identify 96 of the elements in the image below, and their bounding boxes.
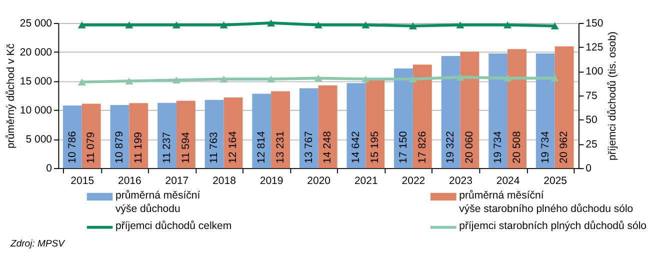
y2-tick-label: 150 xyxy=(586,17,604,30)
point xyxy=(267,20,276,26)
bar xyxy=(129,103,148,168)
point xyxy=(267,76,276,83)
point xyxy=(78,78,86,86)
bar xyxy=(412,64,432,168)
bar xyxy=(224,97,243,168)
bar xyxy=(176,100,196,168)
point xyxy=(408,76,417,83)
data-label: 17 826 xyxy=(416,131,428,164)
bar xyxy=(366,80,385,168)
bar xyxy=(346,83,366,168)
point xyxy=(456,21,464,28)
data-label: 20 060 xyxy=(464,131,476,164)
bar xyxy=(204,100,224,168)
point xyxy=(125,78,134,84)
y-tick-label: 10 000 xyxy=(20,104,52,116)
point xyxy=(456,74,464,81)
x-tick-label: 2022 xyxy=(402,174,426,187)
data-label: 12 164 xyxy=(227,131,240,164)
y2-tick-label: 50 xyxy=(586,114,598,126)
y-tick-label: 5 000 xyxy=(26,133,52,146)
bar xyxy=(252,94,272,168)
data-label: 11 763 xyxy=(208,132,220,164)
point xyxy=(550,74,559,82)
point xyxy=(78,21,86,28)
x-tick-label: 2015 xyxy=(70,174,94,187)
data-label: 20 962 xyxy=(558,131,570,164)
y-axis-title: průměrný důchod v Kč xyxy=(5,43,18,149)
bar xyxy=(460,52,480,168)
bar xyxy=(508,49,526,168)
x-tick-label: 2020 xyxy=(307,174,331,187)
data-label: 19 322 xyxy=(444,131,457,164)
data-label: 12 814 xyxy=(255,131,268,164)
x-tick-label: 2017 xyxy=(165,174,189,187)
x-tick-label: 2019 xyxy=(260,174,284,187)
data-label: 10 786 xyxy=(66,131,78,164)
data-label: 17 150 xyxy=(397,131,410,164)
bar xyxy=(62,105,82,168)
y2-tick-label: 100 xyxy=(586,66,604,78)
y2-tick-label: 25 xyxy=(586,138,598,150)
point xyxy=(550,22,559,30)
y2-axis-title: příjemci důchodů (tis. osob) xyxy=(606,32,619,161)
data-label: 10 879 xyxy=(114,131,126,164)
data-label: 11 199 xyxy=(132,132,144,164)
data-label: 15 195 xyxy=(368,131,381,164)
bar xyxy=(271,91,290,168)
y-tick-label: 0 xyxy=(46,162,52,174)
x-tick-label: 2016 xyxy=(118,174,142,187)
data-label: 14 248 xyxy=(322,131,334,164)
legend-label: příjemci důchodů celkem xyxy=(116,220,232,232)
point xyxy=(408,22,417,30)
x-tick-label: 2021 xyxy=(354,174,378,187)
data-label: 11 237 xyxy=(160,132,173,164)
bar xyxy=(488,54,508,168)
bar xyxy=(299,88,318,168)
y-tick-label: 25 000 xyxy=(20,17,52,30)
legend-label: průměrná měsíční výše starobního plného důchodu sólo xyxy=(459,190,634,216)
bar xyxy=(394,68,413,168)
data-label: 20 508 xyxy=(510,131,523,164)
point xyxy=(125,21,134,28)
point xyxy=(362,21,370,28)
data-label: 13 231 xyxy=(274,131,286,164)
bar xyxy=(441,56,460,168)
x-tick-label: 2024 xyxy=(496,174,520,187)
y2-tick-label: 0 xyxy=(586,162,592,174)
y2-tick-label: 75 xyxy=(586,90,598,102)
text: Zdroj: MPSV xyxy=(10,238,66,250)
legend-label: průměrná měsíční výše důchodu xyxy=(116,190,200,216)
bar xyxy=(158,102,176,168)
point xyxy=(314,21,322,28)
point xyxy=(172,21,180,28)
bar xyxy=(318,85,338,168)
point xyxy=(220,76,228,83)
point xyxy=(314,74,322,82)
point xyxy=(220,21,228,28)
y-tick-label: 20 000 xyxy=(20,46,52,58)
y-tick-label: 15 000 xyxy=(20,75,52,88)
point xyxy=(172,76,180,84)
point xyxy=(362,76,370,83)
bar xyxy=(536,54,555,168)
data-label: 19 734 xyxy=(539,131,552,164)
legend-label: příjemci starobních plných důchodů sólo xyxy=(459,220,647,232)
bar xyxy=(554,46,574,168)
point xyxy=(504,21,512,28)
bar xyxy=(82,104,101,168)
point xyxy=(504,74,512,82)
data-label: 14 642 xyxy=(350,131,362,164)
data-label: 11 079 xyxy=(85,132,98,164)
x-tick-label: 2018 xyxy=(212,174,236,187)
data-label: 11 594 xyxy=(180,132,192,164)
x-tick-label: 2025 xyxy=(544,174,568,187)
data-label: 13 767 xyxy=(302,131,315,164)
y2-tick-label: 125 xyxy=(586,42,604,54)
data-label: 19 734 xyxy=(492,131,504,164)
x-tick-label: 2023 xyxy=(449,174,473,187)
